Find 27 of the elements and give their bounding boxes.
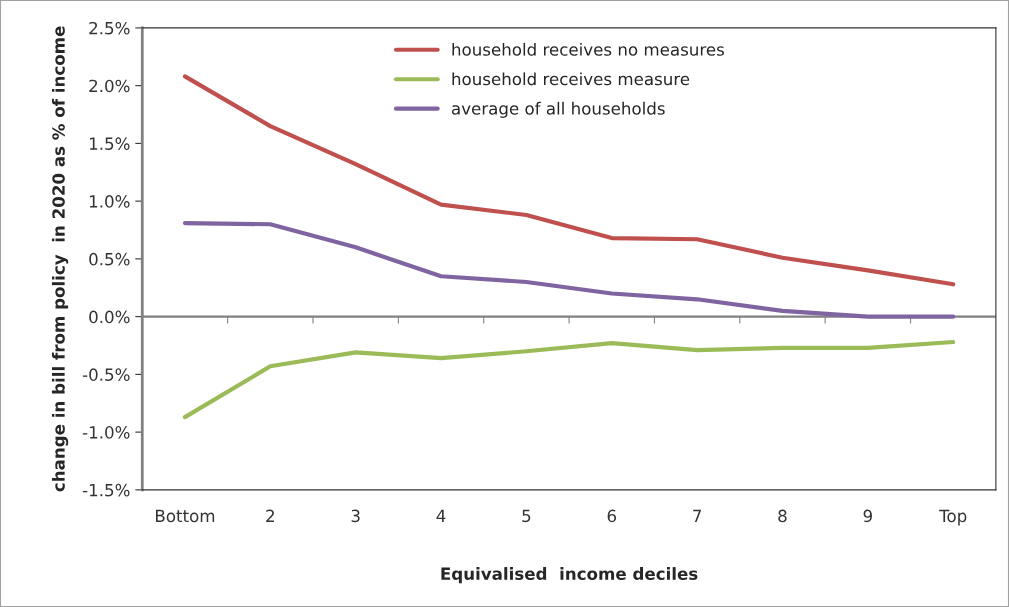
x-tick-label: 2 [266,509,274,522]
y-tick-label: -1.5% [82,483,130,497]
x-tick-label: 4 [436,509,446,522]
legend-label: average of all households [451,101,665,118]
x-axis-title: Equivalised income deciles [441,567,698,584]
x-tick-label: Top [939,509,967,526]
legend-label: household receives no measures [452,42,724,56]
x-tick-label: 6 [607,509,617,523]
x-tick-label: 3 [351,509,360,523]
line-series [182,221,956,319]
y-tick-label: 0.0% [89,310,130,324]
x-tick-label: 5 [522,509,531,523]
y-tick-label: 2.0% [89,79,130,93]
y-tick-label: -0.5% [82,368,130,381]
x-tick-label: Bottom [156,509,215,523]
y-tick-label: -1.0% [82,426,130,439]
y-axis-title: change in bill from policy in 2020 as % of income [51,26,69,492]
line-series [182,74,956,287]
y-tick-label: 1.0% [89,195,130,208]
y-tick-label: 2.5% [89,21,130,35]
x-tick-label: 9 [863,509,872,523]
legend-label: household receives measure [452,72,690,86]
y-tick-label: 0.5% [89,252,130,266]
x-tick-label: 7 [693,509,701,522]
line-series [182,339,956,420]
y-tick-label: 1.5% [89,137,130,150]
x-tick-label: 8 [778,509,787,523]
